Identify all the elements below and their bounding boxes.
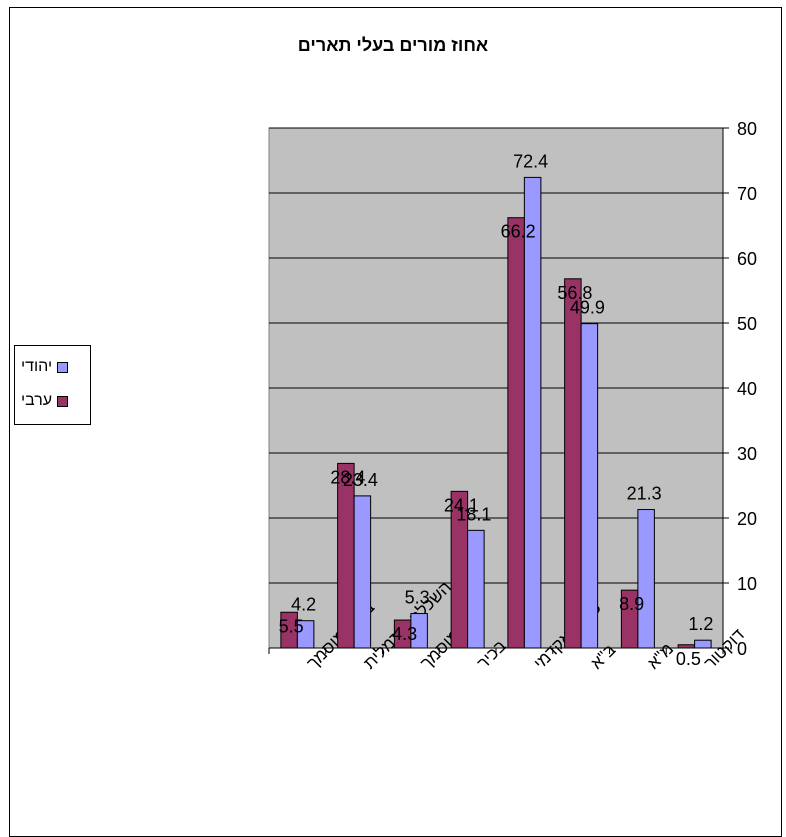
legend: יהודי ערבי	[14, 345, 91, 425]
data-label-jewish: 21.3	[627, 484, 662, 504]
data-label-arab: 8.9	[619, 594, 644, 614]
chart-title: אחוז מורים בעלי תארים	[297, 35, 489, 55]
data-label-jewish: 72.4	[513, 151, 548, 171]
bar-jewish	[410, 613, 428, 649]
y-tick-label: 70	[737, 184, 757, 204]
y-tick-label: 20	[737, 509, 757, 529]
legend-label-arab: ערבי	[21, 392, 53, 409]
y-tick-label: 30	[737, 444, 757, 464]
bar-arab	[564, 278, 582, 649]
data-label-arab: 66.2	[501, 222, 536, 242]
bar-jewish	[467, 529, 485, 649]
data-label-jewish: 49.9	[570, 298, 605, 318]
bar-arab	[507, 217, 525, 649]
data-label-arab: 4.3	[392, 624, 417, 644]
data-label-jewish: 23.4	[343, 470, 378, 490]
legend-swatch-jewish	[56, 361, 68, 373]
y-tick-label: 80	[737, 119, 757, 139]
y-tick-label: 10	[737, 574, 757, 594]
data-label-jewish: 4.2	[291, 595, 316, 615]
data-label-arab: 0.5	[676, 649, 701, 669]
bar-arab	[677, 644, 696, 649]
data-label-arab: 28.4	[330, 467, 365, 487]
legend-label-jewish: יהודי	[21, 358, 53, 375]
y-tick-label: 40	[737, 379, 757, 399]
data-label-jewish: 1.2	[688, 614, 713, 634]
data-label-arab: 24.1	[444, 495, 479, 515]
bar-jewish	[296, 620, 315, 649]
data-label-jewish: 5.3	[405, 588, 430, 608]
y-tick-label: 60	[737, 249, 757, 269]
data-label-jewish: 18.1	[456, 504, 491, 524]
bar-jewish	[637, 509, 655, 649]
bar-jewish	[353, 495, 372, 649]
bar-jewish	[694, 639, 712, 649]
data-label-arab: 5.5	[279, 616, 304, 636]
bar-jewish	[523, 176, 542, 649]
y-tick-label: 0	[737, 639, 747, 659]
y-tick-label: 50	[737, 314, 757, 334]
data-label-arab: 56.8	[557, 283, 592, 303]
bar-jewish	[580, 323, 599, 649]
bar-arab	[337, 462, 355, 649]
legend-item-arab: ערבי	[21, 392, 71, 410]
legend-swatch-arab	[56, 395, 68, 407]
legend-item-jewish: יהודי	[21, 358, 71, 376]
